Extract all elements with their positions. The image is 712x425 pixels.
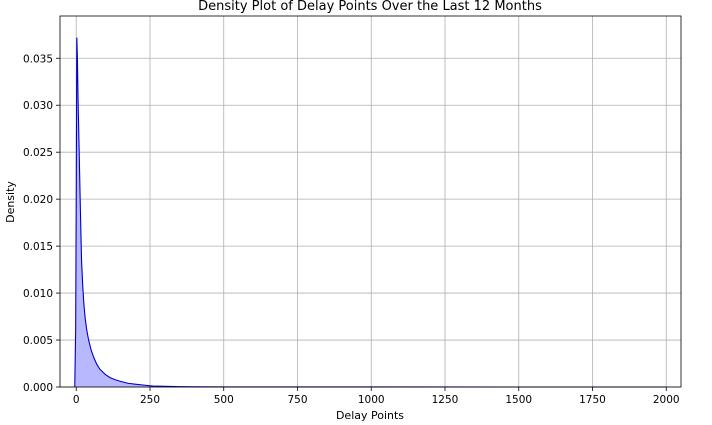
x-tick-label: 250 — [140, 394, 160, 406]
x-tick-label: 500 — [214, 394, 234, 406]
y-axis: 0.000 0.005 0.010 0.015 0.020 0.025 0.030 0.035 — [23, 53, 60, 394]
plot-frame — [59, 15, 682, 388]
y-tick-label: 0.015 — [23, 241, 53, 253]
x-tick-label: 1000 — [358, 394, 385, 406]
x-tick-label: 0 — [73, 394, 80, 406]
x-tick-label: 750 — [287, 394, 307, 406]
y-tick-label: 0.035 — [23, 53, 53, 65]
x-axis: 0 250 500 750 1000 1250 1500 1750 2000 — [73, 387, 680, 406]
x-tick-label: 1250 — [432, 394, 459, 406]
y-axis-label: Density — [4, 181, 17, 223]
x-tick-label: 1750 — [579, 394, 606, 406]
y-tick-label: 0.000 — [23, 382, 53, 394]
density-fill — [74, 37, 667, 387]
y-tick-label: 0.005 — [23, 335, 53, 347]
density-line — [74, 37, 667, 388]
chart-title: Density Plot of Delay Points Over the La… — [198, 0, 542, 14]
x-axis-label: Delay Points — [336, 409, 404, 422]
grid-layer — [60, 16, 681, 388]
y-tick-label: 0.025 — [23, 147, 53, 159]
x-tick-label: 2000 — [653, 394, 680, 406]
y-tick-label: 0.030 — [23, 100, 53, 112]
y-tick-label: 0.010 — [23, 288, 53, 300]
y-tick-label: 0.020 — [23, 194, 53, 206]
x-tick-label: 1500 — [505, 394, 532, 406]
area-layer — [74, 37, 667, 388]
